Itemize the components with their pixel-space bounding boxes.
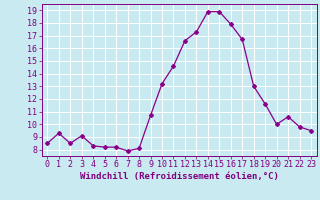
X-axis label: Windchill (Refroidissement éolien,°C): Windchill (Refroidissement éolien,°C) (80, 172, 279, 181)
